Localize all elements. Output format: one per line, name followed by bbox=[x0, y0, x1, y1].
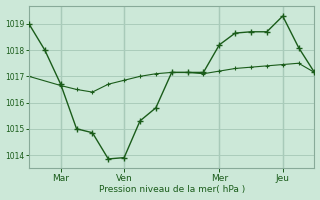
X-axis label: Pression niveau de la mer( hPa ): Pression niveau de la mer( hPa ) bbox=[99, 185, 245, 194]
